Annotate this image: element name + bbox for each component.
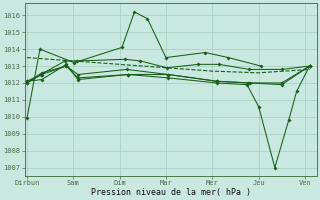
X-axis label: Pression niveau de la mer( hPa ): Pression niveau de la mer( hPa ) xyxy=(91,188,251,197)
